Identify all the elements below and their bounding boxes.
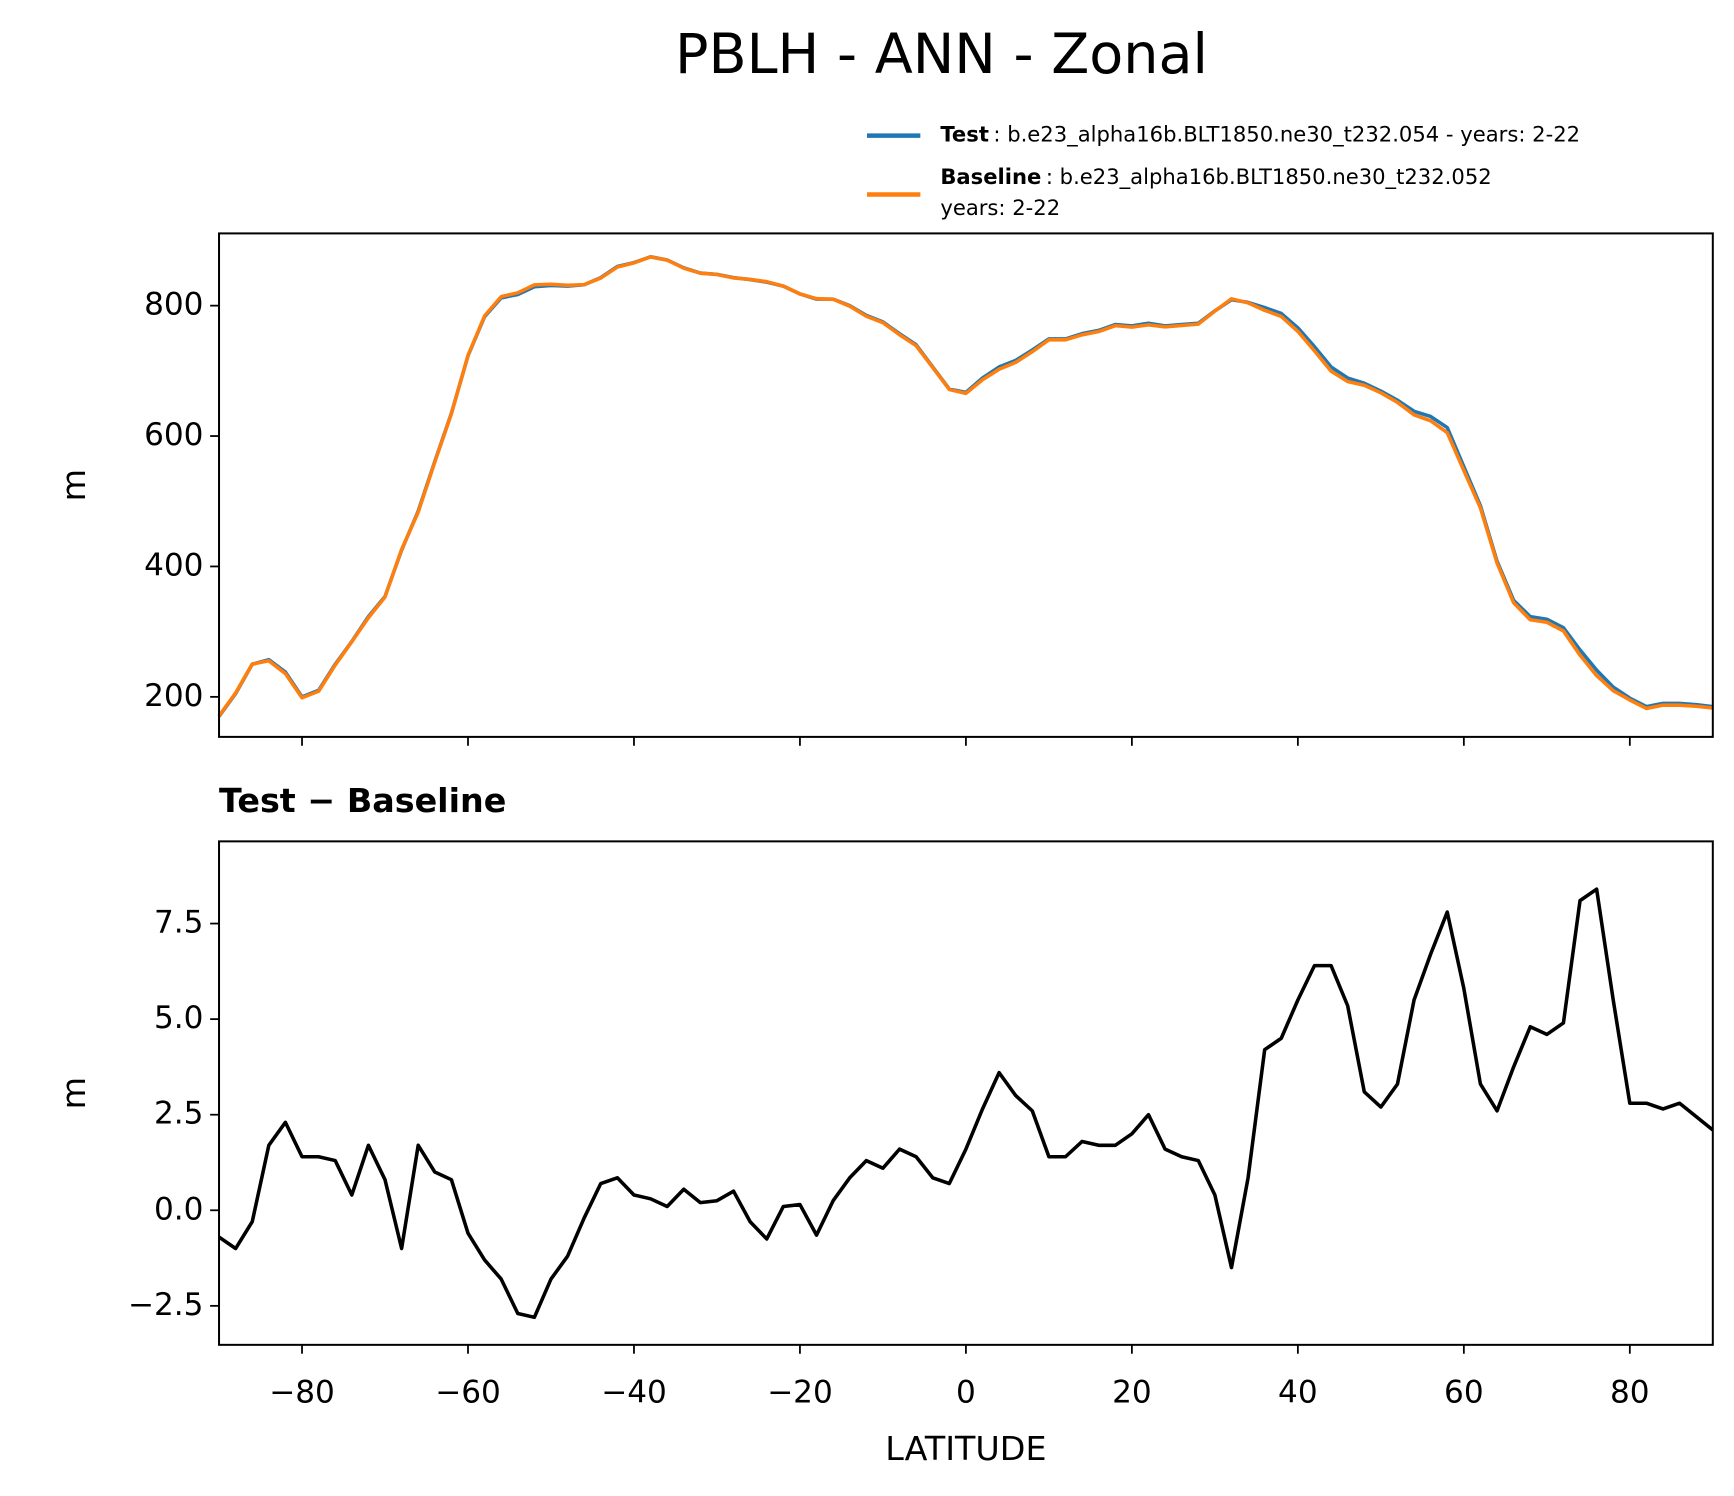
legend-description: years: 2-22 — [940, 195, 1060, 220]
y-tick-label: 400 — [144, 547, 203, 583]
y-tick-label: 200 — [144, 678, 203, 714]
y-tick-label: −2.5 — [128, 1287, 204, 1323]
y-tick-label: 7.5 — [154, 905, 203, 941]
x-tick-label: −20 — [767, 1375, 833, 1411]
y-axis-label: m — [54, 469, 93, 501]
x-tick-label: 0 — [956, 1375, 976, 1411]
legend-description: : b.e23_alpha16b.BLT1850.ne30_t232.054 -… — [993, 122, 1580, 148]
y-tick-label: 600 — [144, 417, 203, 453]
x-tick-label: 80 — [1610, 1375, 1650, 1411]
x-tick-label: 60 — [1444, 1375, 1484, 1411]
legend-description: : b.e23_alpha16b.BLT1850.ne30_t232.052 — [1046, 164, 1492, 190]
x-tick-label: 20 — [1112, 1375, 1152, 1411]
x-tick-label: −60 — [435, 1375, 501, 1411]
legend-name: Test — [940, 122, 989, 147]
data-line — [217, 255, 1713, 717]
legend-entry: Baseline: b.e23_alpha16b.BLT1850.ne30_t2… — [940, 164, 1491, 190]
x-tick-label: 40 — [1278, 1375, 1318, 1411]
y-tick-label: 2.5 — [154, 1096, 203, 1132]
plot-frame — [218, 232, 1714, 738]
figure-title: PBLH - ANN - Zonal — [675, 22, 1208, 87]
legend-name: Baseline — [940, 164, 1041, 189]
data-line — [218, 887, 1714, 1320]
y-tick-label: 800 — [144, 287, 203, 323]
y-tick-label: 0.0 — [154, 1191, 203, 1227]
x-tick-label: −80 — [269, 1375, 335, 1411]
subplot-title: Test − Baseline — [219, 781, 506, 820]
legend: Test: b.e23_alpha16b.BLT1850.ne30_t232.0… — [867, 122, 1580, 220]
y-tick-label: 5.0 — [154, 1000, 203, 1036]
plot-frame — [218, 840, 1714, 1346]
x-tick-label: −40 — [601, 1375, 667, 1411]
x-axis-label: LATITUDE — [885, 1429, 1046, 1468]
y-axis-label: m — [54, 1077, 93, 1109]
legend-entry: Test: b.e23_alpha16b.BLT1850.ne30_t232.0… — [940, 122, 1580, 148]
